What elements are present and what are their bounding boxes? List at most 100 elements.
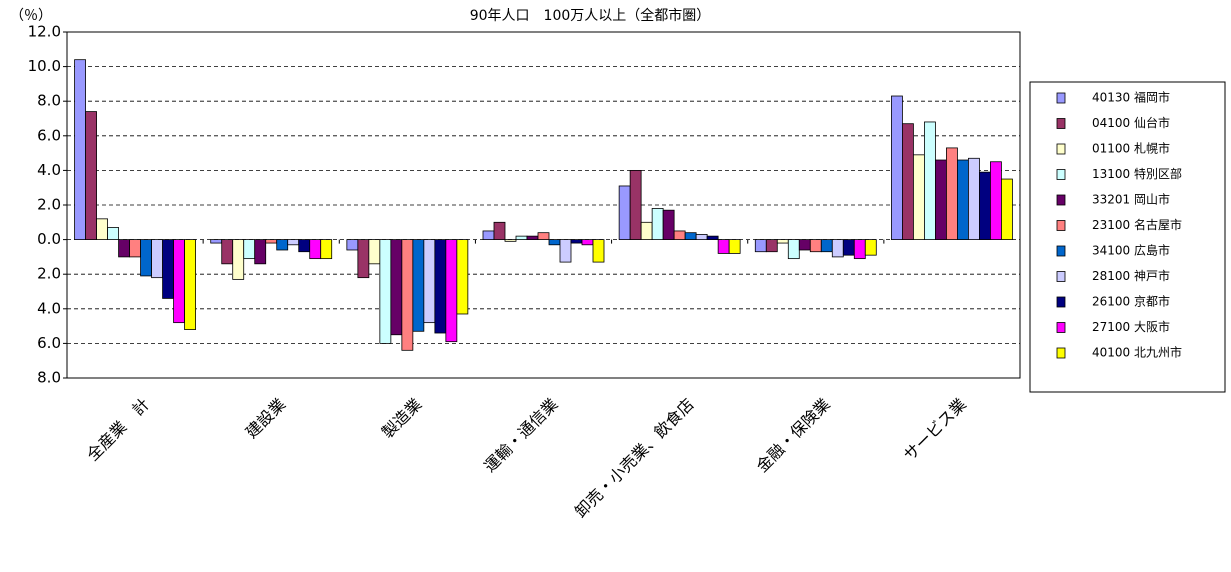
bar bbox=[651, 208, 664, 241]
y-tick-label: 0.0 bbox=[37, 230, 61, 248]
legend-swatch bbox=[1056, 169, 1066, 180]
bar bbox=[957, 159, 969, 241]
legend-swatch bbox=[1056, 220, 1066, 231]
bar bbox=[581, 239, 594, 246]
bar bbox=[504, 239, 517, 242]
bar bbox=[820, 239, 833, 253]
y-tick-label: 2.0 bbox=[37, 196, 61, 214]
legend-label: 01100 札幌市 bbox=[1092, 141, 1170, 156]
x-tick-label: サービス業 bbox=[900, 395, 970, 465]
bar bbox=[298, 239, 311, 253]
x-tick-label: 運輸・通信業 bbox=[480, 395, 561, 476]
bar bbox=[662, 209, 675, 241]
bar bbox=[717, 239, 730, 254]
bar bbox=[706, 235, 719, 240]
bar bbox=[221, 239, 234, 265]
bar bbox=[129, 239, 141, 258]
bar bbox=[684, 232, 697, 240]
bar bbox=[482, 230, 495, 240]
bar bbox=[968, 157, 980, 240]
x-tick-label: 卸売・小売業、飲食店 bbox=[571, 395, 698, 522]
bar bbox=[162, 239, 174, 299]
bar bbox=[559, 239, 572, 263]
bar bbox=[592, 239, 605, 263]
bar bbox=[754, 239, 767, 253]
legend-label: 26100 京都市 bbox=[1092, 294, 1170, 309]
bar bbox=[287, 239, 300, 246]
bar bbox=[445, 239, 458, 343]
bar bbox=[173, 239, 185, 324]
bar bbox=[184, 239, 196, 330]
legend-swatch bbox=[1056, 271, 1066, 282]
x-tick-label: 製造業 bbox=[378, 395, 425, 442]
legend-swatch bbox=[1056, 245, 1066, 257]
legend-label: 27100 大阪市 bbox=[1092, 319, 1170, 334]
bar bbox=[946, 147, 958, 241]
y-tick-label: 8.0 bbox=[37, 92, 61, 110]
bar bbox=[346, 239, 359, 251]
bar bbox=[210, 239, 223, 244]
y-tick-label: 6.0 bbox=[37, 126, 61, 144]
bar bbox=[798, 239, 811, 251]
bar bbox=[243, 239, 256, 260]
bar bbox=[412, 239, 425, 332]
legend-label: 33201 岡山市 bbox=[1092, 192, 1170, 207]
bar bbox=[570, 239, 583, 244]
bar bbox=[85, 111, 97, 241]
legend-label: 04100 仙台市 bbox=[1092, 115, 1170, 130]
bar bbox=[842, 239, 855, 256]
legend-label: 40130 福岡市 bbox=[1092, 90, 1170, 105]
bar bbox=[765, 239, 778, 253]
bar bbox=[151, 239, 163, 279]
x-tick-label: 金融・保険業 bbox=[752, 395, 833, 476]
bar bbox=[913, 154, 925, 240]
bar bbox=[434, 239, 447, 334]
bar bbox=[776, 239, 789, 244]
bar bbox=[379, 239, 392, 344]
legend-swatch bbox=[1056, 296, 1066, 308]
bar bbox=[309, 239, 322, 260]
bar bbox=[320, 239, 333, 260]
bar bbox=[74, 59, 86, 240]
bar bbox=[990, 161, 1002, 240]
bar bbox=[891, 95, 903, 240]
bar bbox=[831, 239, 844, 258]
legend-swatch bbox=[1056, 322, 1066, 333]
bar bbox=[390, 239, 403, 336]
bar bbox=[618, 185, 631, 241]
bar bbox=[902, 123, 914, 241]
bar bbox=[265, 239, 278, 244]
plot-frame bbox=[66, 31, 1021, 379]
bar bbox=[629, 169, 642, 240]
legend-label: 23100 名古屋市 bbox=[1092, 217, 1182, 232]
bar bbox=[96, 218, 108, 240]
y-axis-label: （％） bbox=[10, 8, 52, 24]
bar bbox=[809, 239, 822, 253]
bar bbox=[695, 234, 708, 241]
bar bbox=[401, 239, 414, 351]
bar bbox=[493, 221, 506, 241]
bar bbox=[423, 239, 436, 324]
bar bbox=[787, 239, 800, 260]
bar bbox=[1001, 178, 1013, 241]
bar bbox=[368, 239, 381, 265]
x-tick-label: 建設業 bbox=[242, 395, 289, 442]
legend-swatch bbox=[1056, 194, 1066, 206]
bar bbox=[853, 239, 866, 260]
bar bbox=[548, 239, 561, 246]
bar bbox=[357, 239, 370, 279]
bar bbox=[515, 235, 528, 240]
y-tick-label: 4.0 bbox=[37, 161, 61, 179]
bar bbox=[276, 239, 289, 251]
bar bbox=[456, 239, 469, 315]
bar bbox=[118, 239, 130, 258]
y-tick-label: 6.0 bbox=[37, 334, 61, 352]
bar bbox=[526, 235, 539, 240]
legend-swatch bbox=[1056, 347, 1066, 359]
bar bbox=[640, 221, 653, 241]
bar bbox=[254, 239, 267, 265]
bar bbox=[673, 230, 686, 240]
legend-label: 40100 北九州市 bbox=[1092, 345, 1182, 360]
legend-swatch bbox=[1056, 118, 1066, 129]
